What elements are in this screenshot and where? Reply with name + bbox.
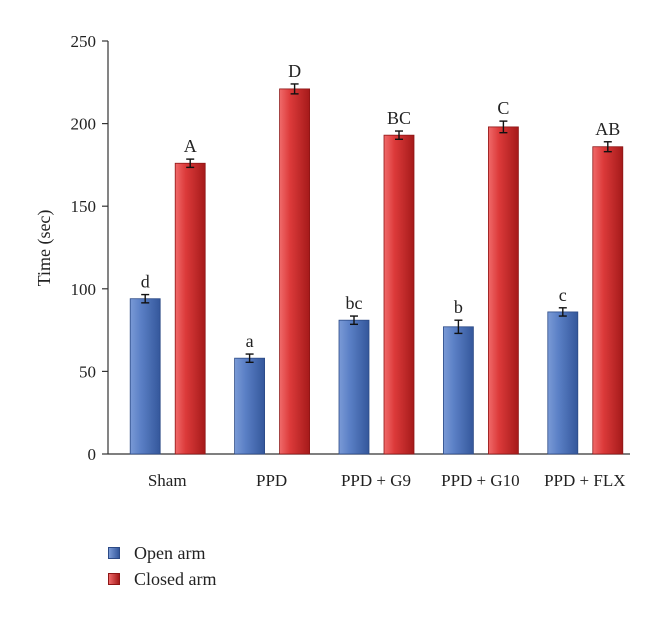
category-label: PPD + FLX xyxy=(544,471,625,490)
significance-label: C xyxy=(497,98,509,118)
y-tick-label: 250 xyxy=(71,32,97,51)
significance-label: a xyxy=(246,331,254,351)
y-tick-label: 100 xyxy=(71,280,97,299)
category-label: PPD + G10 xyxy=(441,471,520,490)
legend-label: Closed arm xyxy=(134,568,217,589)
significance-label: A xyxy=(184,136,197,156)
significance-labels: d Aa Dbc BC b Cc AB xyxy=(141,61,621,351)
category-label: PPD xyxy=(256,471,287,490)
y-ticks: 0 50 100 150 200 250 xyxy=(71,32,108,464)
y-tick-label: 200 xyxy=(71,115,97,134)
legend-item-open-arm: Open arm xyxy=(108,540,217,566)
bars xyxy=(129,88,624,455)
open-arm-swatch xyxy=(108,547,120,559)
legend-label: Open arm xyxy=(134,542,206,563)
y-tick-label: 150 xyxy=(71,197,97,216)
y-tick-label: 50 xyxy=(79,362,96,381)
bar-open-arm xyxy=(129,298,161,455)
significance-label: bc xyxy=(346,293,363,313)
y-axis-label: Time (sec) xyxy=(34,210,55,287)
bar-closed-arm xyxy=(279,88,311,455)
significance-label: b xyxy=(454,297,463,317)
bar-closed-arm xyxy=(383,134,415,455)
bar-closed-arm xyxy=(487,126,519,455)
bar-open-arm xyxy=(442,326,474,455)
category-label: Sham xyxy=(148,471,187,490)
legend: Open arm Closed arm xyxy=(108,540,217,592)
significance-label: AB xyxy=(595,119,620,139)
closed-arm-swatch xyxy=(108,573,120,585)
bar-closed-arm xyxy=(592,146,624,455)
bar-open-arm xyxy=(234,357,266,455)
legend-item-closed-arm: Closed arm xyxy=(108,566,217,592)
significance-label: c xyxy=(559,285,567,305)
bar-open-arm xyxy=(338,319,370,455)
category-labels: Sham PPD PPD + G9 PPD + G10 PPD + FLX xyxy=(148,471,626,490)
bar-closed-arm xyxy=(174,162,206,455)
error-bars xyxy=(141,83,612,364)
significance-label: BC xyxy=(387,108,411,128)
y-tick-label: 0 xyxy=(88,445,97,464)
category-label: PPD + G9 xyxy=(341,471,411,490)
bar-open-arm xyxy=(547,311,579,455)
bar-chart: 0 50 100 150 200 250 d Aa Dbc BC b Cc AB Sham PPD PPD… xyxy=(34,32,630,490)
significance-label: d xyxy=(141,272,150,292)
significance-label: D xyxy=(288,61,301,81)
